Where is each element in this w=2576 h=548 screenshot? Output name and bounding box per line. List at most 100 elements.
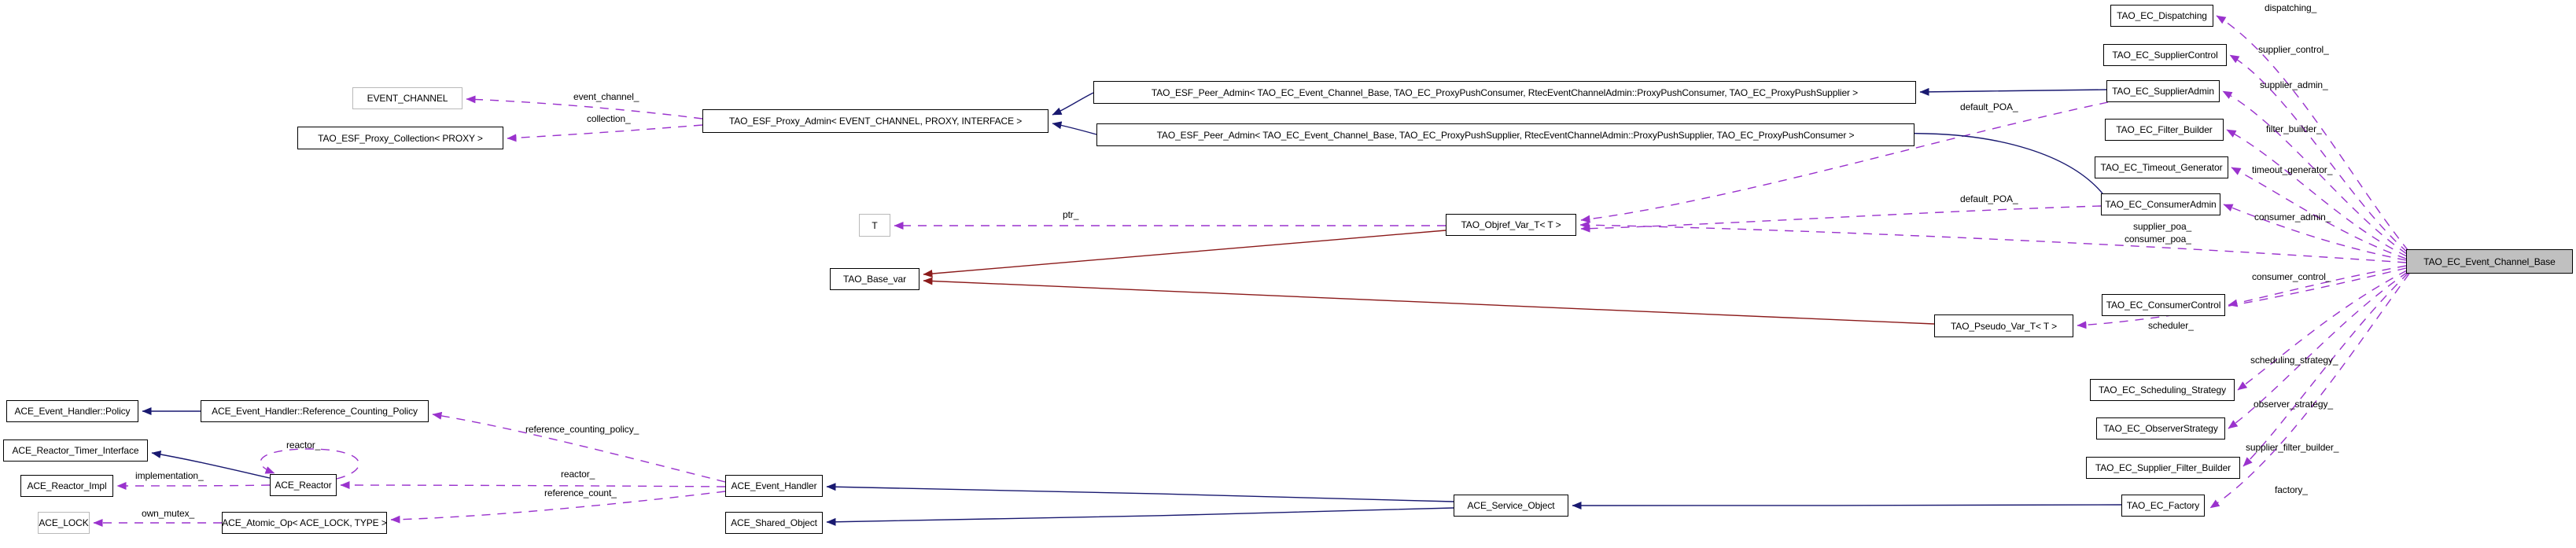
class-node-t_param[interactable]: T [859, 214, 890, 237]
edge-e_peer1_proxyadmin-inheritance [1052, 92, 1094, 116]
edge-label-e_scheduler: scheduler_ [2148, 320, 2194, 331]
edge-e_reactor_member-usage [340, 481, 726, 490]
edge-e_consumer_control-usage [2228, 265, 2407, 307]
class-node-label: TAO_EC_Scheduling_Strategy [2099, 384, 2226, 395]
class-node-supplier_filter_builder[interactable]: TAO_EC_Supplier_Filter_Builder [2086, 457, 2240, 479]
class-node-label: ACE_Shared_Object [731, 517, 817, 528]
class-node-reactor_impl[interactable]: ACE_Reactor_Impl [20, 475, 113, 497]
class-node-supplier_control[interactable]: TAO_EC_SupplierControl [2103, 44, 2227, 66]
edge-label-e_consumer_admin: consumer_admin_ [2254, 211, 2331, 223]
class-node-event_handler[interactable]: ACE_Event_Handler [725, 475, 823, 497]
edge-e_observer_strategy-usage [2228, 271, 2408, 429]
class-node-timeout_generator[interactable]: TAO_EC_Timeout_Generator [2095, 156, 2228, 178]
class-node-label: TAO_EC_ConsumerControl [2106, 300, 2221, 311]
class-node-dispatching[interactable]: TAO_EC_Dispatching [2110, 5, 2213, 27]
edge-label-e_consumer_control: consumer_control_ [2252, 271, 2331, 282]
edge-e_pseudo_basevar-private-inheritance [923, 277, 1935, 325]
class-node-label: TAO_EC_SupplierAdmin [2112, 86, 2214, 97]
class-node-observer_strategy[interactable]: TAO_EC_ObserverStrategy [2096, 417, 2225, 440]
edge-label-e_own_mutex: own_mutex_ [142, 508, 195, 519]
class-node-proxy_admin[interactable]: TAO_ESF_Proxy_Admin< EVENT_CHANNEL, PROX… [702, 109, 1048, 133]
edge-e_timeout_generator-usage [2231, 167, 2407, 259]
edge-label-e_reference_count: reference_count_ [544, 487, 617, 498]
edge-e_dispatching-usage [2216, 15, 2409, 252]
class-node-label: ACE_Atomic_Op< ACE_LOCK, TYPE > [222, 517, 387, 528]
edge-e_objref_basevar-private-inheritance [923, 230, 1446, 278]
class-node-label: EVENT_CHANNEL [367, 93, 448, 104]
class-node-proxy_collection[interactable]: TAO_ESF_Proxy_Collection< PROXY > [297, 127, 503, 149]
class-node-filter_builder[interactable]: TAO_EC_Filter_Builder [2105, 119, 2224, 141]
class-node-label: TAO_EC_Factory [2126, 500, 2200, 511]
edge-e_default_poa_sa-usage [1580, 101, 2109, 223]
class-node-label: TAO_EC_SupplierControl [2112, 50, 2218, 61]
class-node-consumer_control[interactable]: TAO_EC_ConsumerControl [2102, 294, 2225, 316]
edge-label-e_collection: collection_ [587, 113, 631, 124]
class-node-service_object[interactable]: ACE_Service_Object [1454, 495, 1568, 517]
edge-label-e_supplier_admin: supplier_admin_ [2260, 79, 2328, 90]
edge-e_poa-usage [1579, 221, 2407, 263]
edge-e_so_sho-inheritance [826, 507, 1454, 526]
edge-label-e_timeout_generator: timeout_generator_ [2252, 164, 2333, 175]
class-node-ace_lock[interactable]: ACE_LOCK [38, 512, 90, 534]
class-node-label: TAO_Objref_Var_T< T > [1461, 219, 1561, 230]
edge-e_implementation-usage [116, 481, 271, 490]
class-node-supplier_admin[interactable]: TAO_EC_SupplierAdmin [2106, 80, 2220, 102]
edge-label-e_supplier_control: supplier_control_ [2258, 44, 2329, 55]
class-node-peer_admin_supplier[interactable]: TAO_ESF_Peer_Admin< TAO_EC_Event_Channel… [1096, 123, 1914, 146]
edge-e_supplier_admin-usage [2222, 90, 2408, 255]
edge-e_sa_peer1-inheritance [1919, 87, 2107, 96]
class-node-event_channel[interactable]: EVENT_CHANNEL [352, 87, 463, 109]
class-node-label: ACE_Service_Object [1467, 500, 1555, 511]
class-node-label: TAO_EC_ObserverStrategy [2103, 423, 2218, 434]
class-node-label: TAO_ESF_Peer_Admin< TAO_EC_Event_Channel… [1156, 129, 1855, 141]
class-node-peer_admin_consumer[interactable]: TAO_ESF_Peer_Admin< TAO_EC_Event_Channel… [1093, 81, 1916, 104]
edge-e_so_eh-inheritance [826, 483, 1454, 502]
class-node-pseudo_var[interactable]: TAO_Pseudo_Var_T< T > [1934, 314, 2073, 337]
class-node-label: T [872, 219, 878, 231]
edge-label-e_default_poa_ca: default_POA_ [1960, 193, 2018, 204]
class-node-objref_var[interactable]: TAO_Objref_Var_T< T > [1446, 214, 1576, 236]
class-node-factory[interactable]: TAO_EC_Factory [2121, 495, 2205, 517]
class-node-label: TAO_EC_Supplier_Filter_Builder [2095, 462, 2231, 473]
edge-e_peer2_proxyadmin-inheritance [1052, 121, 1097, 135]
class-node-shared_object[interactable]: ACE_Shared_Object [725, 512, 823, 534]
class-node-label: ACE_Reactor_Impl [27, 480, 107, 491]
class-node-label: ACE_Reactor_Timer_Interface [12, 445, 139, 456]
edge-label-e_supplier_filter_builder: supplier_filter_builder_ [2246, 442, 2339, 453]
class-node-reactor[interactable]: ACE_Reactor [270, 474, 337, 496]
edge-label-e_poa-0: supplier_poa_ [2133, 221, 2192, 232]
class-node-label: ACE_LOCK [39, 517, 89, 528]
edge-e_default_poa_ca-usage [1580, 205, 2102, 233]
edge-e_factory_so-inheritance [1572, 501, 2122, 509]
class-node-scheduling_strategy[interactable]: TAO_EC_Scheduling_Strategy [2090, 379, 2235, 401]
edge-label-e_filter_builder: filter_builder_ [2266, 123, 2322, 134]
edge-e_reactor_self-usage [260, 448, 359, 480]
class-node-label: TAO_Base_var [843, 274, 906, 285]
class-node-label: TAO_ESF_Proxy_Admin< EVENT_CHANNEL, PROX… [728, 116, 1023, 127]
edge-label-e_scheduling_strategy: scheduling_strategy_ [2250, 355, 2338, 366]
edge-e_collection-usage [507, 124, 703, 142]
class-node-label: TAO_EC_ConsumerAdmin [2105, 199, 2217, 210]
class-node-base_var[interactable]: TAO_Base_var [830, 268, 919, 290]
edge-label-e_factory: factory_ [2275, 484, 2308, 495]
class-node-eh_policy[interactable]: ACE_Event_Handler::Policy [6, 400, 138, 422]
edge-e_reactor_timer-inheritance [151, 451, 271, 479]
class-node-consumer_admin[interactable]: TAO_EC_ConsumerAdmin [2101, 193, 2220, 215]
edge-label-e_dispatching: dispatching_ [2265, 2, 2317, 13]
edge-e_event_channel-usage [466, 95, 703, 120]
edge-e_scheduling_strategy-usage [2237, 270, 2408, 391]
edge-e_ref_counting_policy-usage [432, 411, 726, 483]
class-node-label: TAO_EC_Dispatching [2117, 10, 2207, 21]
class-node-reactor_timer[interactable]: ACE_Reactor_Timer_Interface [3, 440, 148, 462]
class-node-label: ACE_Event_Handler::Reference_Counting_Po… [212, 406, 418, 417]
edge-label-e_default_poa_sa: default_POA_ [1960, 101, 2018, 112]
edge-label-e_event_channel: event_channel_ [573, 91, 639, 102]
class-node-label: TAO_ESF_Proxy_Collection< PROXY > [318, 132, 483, 144]
edge-label-e_ref_counting_policy: reference_counting_policy_ [525, 424, 639, 435]
class-node-atomic_op[interactable]: ACE_Atomic_Op< ACE_LOCK, TYPE > [222, 512, 387, 534]
edge-label-e_poa-1: consumer_poa_ [2125, 234, 2191, 245]
class-node-ref_counting_policy[interactable]: ACE_Event_Handler::Reference_Counting_Po… [201, 400, 429, 422]
class-node-label: TAO_EC_Timeout_Generator [2100, 162, 2223, 173]
class-node-label: TAO_ESF_Peer_Admin< TAO_EC_Event_Channel… [1151, 86, 1859, 98]
